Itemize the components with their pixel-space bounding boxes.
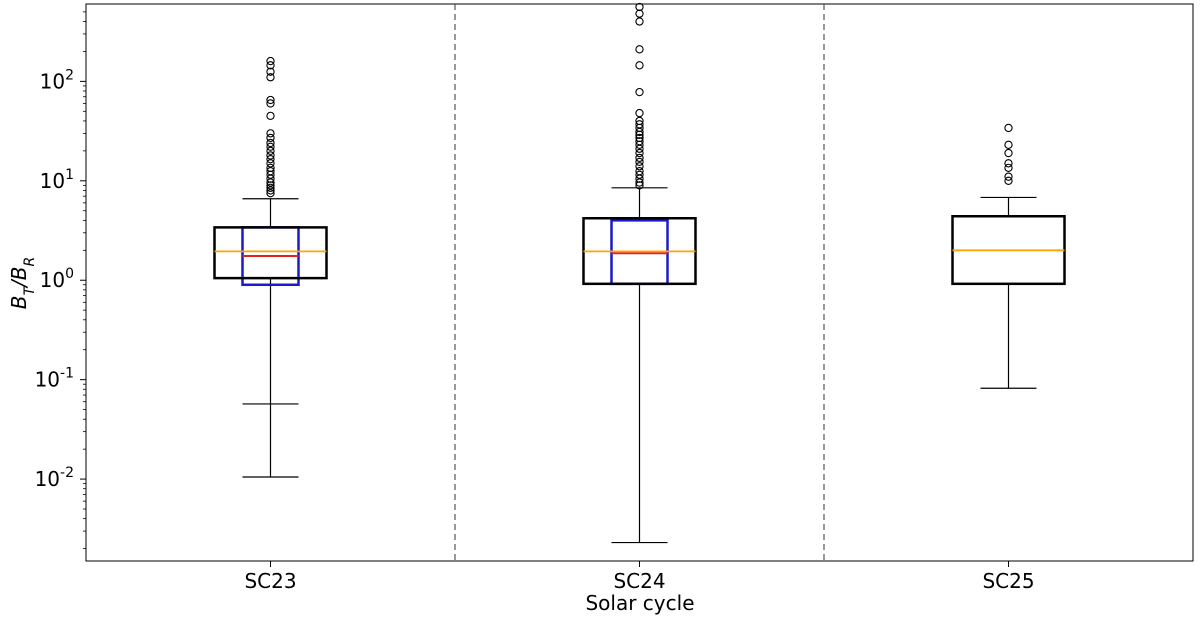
outlier-point bbox=[266, 111, 275, 121]
y-tick-label: 10-1 bbox=[35, 366, 74, 392]
outlier-point bbox=[635, 61, 644, 70]
y-axis-label: BT/BR bbox=[7, 257, 38, 310]
outlier-point bbox=[1004, 172, 1013, 181]
outlier-point bbox=[266, 183, 275, 192]
outlier-point bbox=[635, 178, 644, 187]
outlier-point bbox=[266, 133, 275, 143]
outlier-point bbox=[635, 108, 644, 118]
outlier-point bbox=[1004, 140, 1013, 149]
y-tick-label: 10-2 bbox=[35, 465, 74, 491]
outlier-point bbox=[266, 99, 275, 108]
outlier-point bbox=[266, 189, 275, 198]
outlier-point bbox=[266, 56, 275, 66]
y-axis: 10-2 10-1 100 101 102 bbox=[35, 11, 86, 549]
box-sc25 bbox=[951, 123, 1066, 389]
outlier-point bbox=[1004, 163, 1013, 172]
y-tick-label: 101 bbox=[40, 167, 74, 193]
plot-area bbox=[85, 2, 1194, 562]
outer-box bbox=[213, 226, 328, 280]
outlier-point bbox=[266, 151, 275, 160]
outlier-point bbox=[266, 167, 275, 176]
outlier-point bbox=[635, 120, 644, 129]
box-sc23 bbox=[213, 56, 328, 478]
outlier-point bbox=[635, 116, 644, 126]
x-axis-label: Solar cycle bbox=[585, 591, 694, 615]
outlier-point bbox=[1004, 148, 1013, 158]
outlier-point bbox=[266, 73, 275, 82]
outlier-point bbox=[266, 142, 275, 151]
box-sc24 bbox=[582, 2, 697, 544]
outlier-point bbox=[266, 159, 275, 168]
outlier-point bbox=[266, 178, 275, 187]
outlier-point bbox=[635, 17, 644, 26]
outlier-point bbox=[635, 153, 644, 163]
outlier-point bbox=[266, 138, 275, 148]
outlier-point bbox=[635, 167, 644, 176]
outlier-point bbox=[1004, 159, 1013, 168]
outlier-point bbox=[635, 87, 644, 97]
outlier-point bbox=[266, 95, 275, 105]
outlier-point bbox=[635, 170, 644, 179]
outlier-point bbox=[635, 148, 644, 158]
x-tick-label: SC23 bbox=[244, 569, 296, 593]
outlier-point bbox=[1004, 176, 1013, 185]
outlier-point bbox=[266, 129, 275, 138]
outlier-point bbox=[635, 45, 644, 54]
outlier-point bbox=[266, 186, 275, 195]
outlier-point bbox=[635, 2, 644, 12]
outlier-point bbox=[1004, 123, 1013, 133]
outlier-point bbox=[266, 163, 275, 172]
outlier-point bbox=[266, 155, 275, 164]
outlier-point bbox=[635, 133, 644, 143]
y-tick-label: 102 bbox=[40, 67, 74, 93]
outlier-point bbox=[635, 157, 644, 167]
outlier-point bbox=[635, 137, 644, 146]
x-axis: SC23 SC24 SC25 bbox=[244, 561, 1035, 593]
outlier-point bbox=[266, 61, 275, 70]
outlier-point bbox=[635, 162, 644, 171]
y-tick-label: 100 bbox=[40, 266, 74, 292]
outlier-point bbox=[266, 67, 275, 76]
outlier-point bbox=[266, 146, 275, 156]
x-tick-label: SC25 bbox=[982, 569, 1034, 593]
x-tick-label: SC24 bbox=[613, 569, 665, 593]
